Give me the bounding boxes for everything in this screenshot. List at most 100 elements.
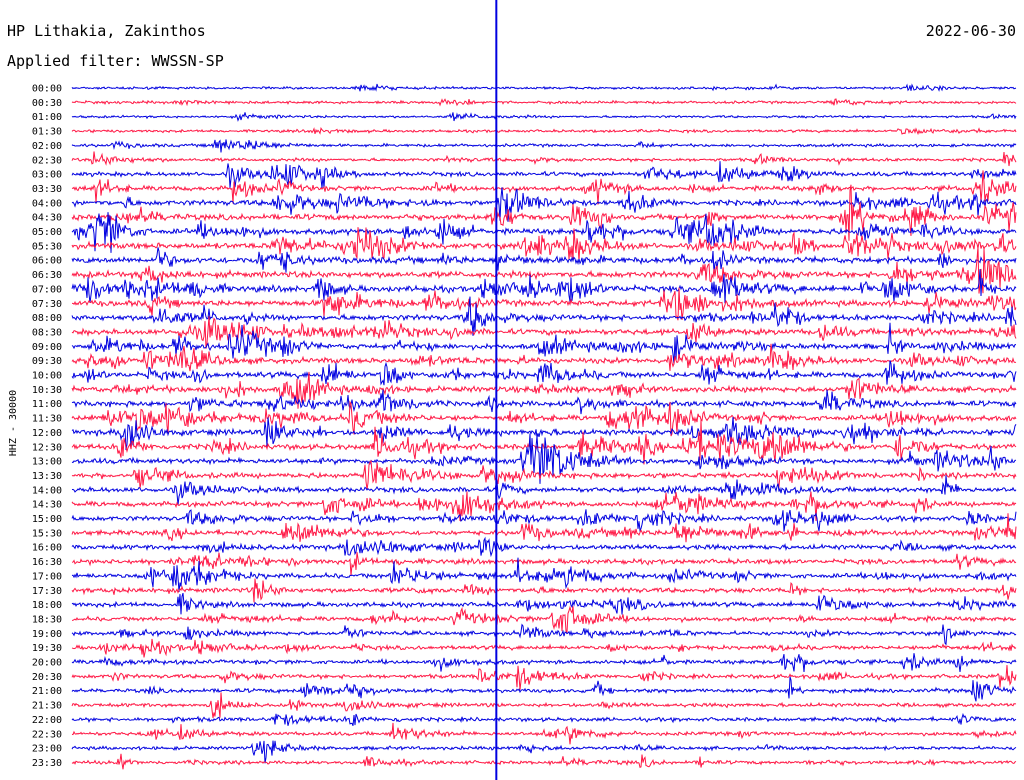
time-tick-label: 13:00: [32, 457, 62, 468]
time-tick-label: 17:30: [32, 586, 62, 597]
time-tick-label: 22:30: [32, 729, 62, 740]
trace-row: [71, 184, 1017, 241]
trace-row: [71, 139, 1017, 153]
time-tick-label: 14:00: [32, 485, 62, 496]
time-tick-label: 02:30: [32, 155, 62, 166]
trace-row: [71, 419, 1017, 465]
trace-row: [71, 491, 1017, 522]
time-tick-label: 10:30: [32, 385, 62, 396]
time-tick-label: 11:00: [32, 399, 62, 410]
time-tick-label: 11:30: [32, 414, 62, 425]
time-tick-label: 08:30: [32, 327, 62, 338]
trace-row: [72, 287, 1017, 321]
trace-row: [71, 676, 1017, 702]
time-tick-label: 20:00: [32, 658, 62, 669]
trace-row: [71, 371, 1017, 409]
time-tick-label: 16:00: [32, 543, 62, 554]
trace-row: [71, 433, 1017, 484]
time-tick-label: 23:30: [32, 758, 62, 769]
time-tick-label: 00:00: [32, 84, 62, 95]
trace-row: [71, 269, 1017, 304]
time-tick-label: 04:30: [32, 213, 62, 224]
trace-row: [71, 509, 1017, 533]
trace-row: [71, 360, 1017, 386]
station-title: HP Lithakia, Zakinthos: [7, 22, 206, 40]
trace-row: [71, 343, 1017, 372]
trace-row: [71, 459, 1017, 490]
time-tick-label: 19:30: [32, 643, 62, 654]
channel-axis-label: HHZ - 30000: [8, 390, 19, 456]
time-tick-label: 09:30: [32, 356, 62, 367]
time-tick-label: 07:00: [32, 284, 62, 295]
time-tick-label: 15:30: [32, 528, 62, 539]
time-tick-label: 02:00: [32, 141, 62, 152]
time-tick-label: 12:30: [32, 442, 62, 453]
time-tick-label: 03:00: [32, 170, 62, 181]
trace-row: [71, 665, 1017, 690]
trace-row: [71, 623, 1017, 646]
time-tick-label: 21:30: [32, 701, 62, 712]
trace-row: [71, 98, 1017, 107]
trace-row: [71, 475, 1017, 506]
trace-row: [71, 322, 1016, 365]
trace-row: [71, 592, 1017, 615]
time-tick-label: 22:00: [32, 715, 62, 726]
time-tick-label: 06:00: [32, 256, 62, 267]
time-tick-label: 01:00: [32, 112, 62, 123]
time-tick-label: 08:00: [32, 313, 62, 324]
trace-row: [71, 212, 1017, 253]
trace-row: [71, 638, 1017, 658]
trace-row: [71, 653, 1017, 672]
trace-row: [71, 605, 1017, 634]
trace-row: [71, 127, 1017, 136]
trace-row: [71, 552, 1017, 576]
time-tick-label: 07:30: [32, 299, 62, 310]
time-tick-label: 01:30: [32, 127, 62, 138]
time-tick-label: 21:00: [32, 686, 62, 697]
time-tick-label: 10:00: [32, 371, 62, 382]
time-tick-label: 09:00: [32, 342, 62, 353]
trace-row: [71, 712, 1017, 726]
time-tick-label: 03:30: [32, 184, 62, 195]
time-tick-label: 13:30: [32, 471, 62, 482]
trace-row: [71, 400, 1017, 437]
trace-row: [71, 578, 1017, 603]
trace-row: [71, 389, 1017, 415]
trace-row: [71, 151, 1017, 167]
time-tick-label: 18:00: [32, 600, 62, 611]
time-tick-label: 05:30: [32, 241, 62, 252]
trace-row: [71, 557, 1017, 593]
trace-rows: [71, 83, 1017, 770]
time-tick-label: 15:00: [32, 514, 62, 525]
trace-row: [71, 247, 1017, 273]
time-tick-label: 14:30: [32, 500, 62, 511]
trace-row: [71, 740, 1017, 764]
time-tick-label: 18:30: [32, 614, 62, 625]
time-tick-label: 23:00: [32, 744, 62, 755]
time-tick-label: 17:00: [32, 571, 62, 582]
date-label: 2022-06-30: [926, 22, 1016, 40]
trace-row: [71, 296, 1017, 336]
trace-row: [71, 187, 1017, 222]
time-tick-label: 16:30: [32, 557, 62, 568]
trace-row: [71, 416, 1017, 451]
trace-row: [71, 753, 1017, 770]
trace-row: [71, 692, 1017, 718]
time-tick-label: 06:30: [32, 270, 62, 281]
time-tick-label: 19:00: [32, 629, 62, 640]
trace-row: [71, 246, 1017, 294]
trace-row: [71, 161, 1017, 189]
trace-row: [71, 722, 1017, 745]
trace-row: [71, 513, 1017, 543]
time-tick-label: 05:00: [32, 227, 62, 238]
time-tick-label: 20:30: [32, 672, 62, 683]
trace-row: [71, 112, 1017, 122]
time-tick-label: 04:00: [32, 198, 62, 209]
trace-row: [71, 83, 1017, 92]
trace-row: [71, 170, 1017, 205]
filter-label: Applied filter: WWSSN-SP: [7, 52, 224, 70]
trace-row: [71, 227, 1017, 262]
trace-row: [71, 536, 1017, 558]
time-tick-label: 12:00: [32, 428, 62, 439]
